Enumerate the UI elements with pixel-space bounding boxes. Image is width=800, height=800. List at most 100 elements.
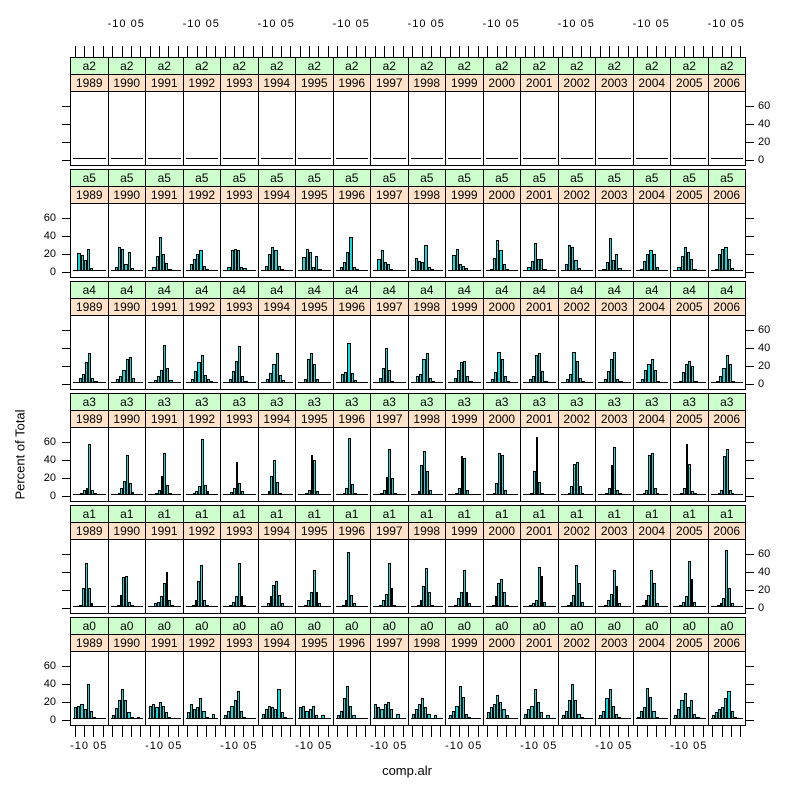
histogram-bar bbox=[422, 586, 426, 607]
y-axis-tick bbox=[62, 460, 70, 461]
histogram-bar bbox=[381, 367, 385, 383]
x-axis-tick bbox=[515, 46, 517, 57]
histogram-panel bbox=[296, 651, 334, 726]
histogram-bar bbox=[111, 715, 115, 719]
histogram-bar bbox=[124, 700, 128, 719]
histogram-panel bbox=[108, 203, 146, 278]
histogram-bar bbox=[648, 454, 651, 495]
histogram-panel bbox=[108, 427, 146, 502]
histogram-bar bbox=[694, 493, 697, 495]
x-axis-tick-label: -10 05 bbox=[145, 740, 183, 752]
x-axis-tick bbox=[730, 46, 732, 57]
strip-year-cell: 1996 bbox=[333, 186, 371, 203]
strip-year-cell: 1998 bbox=[408, 634, 446, 651]
histogram-bar bbox=[497, 351, 501, 383]
histogram-bar bbox=[241, 375, 245, 383]
histogram-bar bbox=[154, 603, 158, 607]
histogram-bar bbox=[716, 381, 720, 383]
histogram-bar bbox=[315, 591, 319, 607]
histogram-bar bbox=[581, 381, 586, 383]
histogram-bar bbox=[465, 591, 469, 607]
histogram-bar bbox=[527, 267, 531, 271]
histogram-bar bbox=[155, 493, 158, 495]
x-axis-tick bbox=[430, 46, 432, 57]
x-axis-tick bbox=[459, 726, 461, 737]
histogram-bar bbox=[571, 246, 575, 271]
strip-variable-cell: a1 bbox=[71, 505, 109, 522]
histogram-bar bbox=[575, 461, 579, 495]
x-axis-tick bbox=[702, 726, 704, 737]
strip-year-cell: 1998 bbox=[408, 410, 446, 427]
strip-year-cell: 1992 bbox=[183, 186, 221, 203]
y-axis-tick bbox=[746, 608, 754, 609]
histogram-bar bbox=[457, 487, 461, 495]
histogram-bar bbox=[306, 358, 310, 383]
histogram-bar bbox=[80, 493, 83, 495]
x-axis-tick bbox=[562, 726, 564, 737]
y-axis-tick bbox=[62, 572, 70, 573]
histogram-bar bbox=[118, 246, 122, 271]
histogram-bar bbox=[160, 476, 164, 495]
strip-variable-cell: a0 bbox=[371, 617, 409, 634]
histogram-bar bbox=[500, 579, 503, 607]
strip-variable-cell: a3 bbox=[408, 393, 446, 410]
y-axis-tick-label: 40 bbox=[43, 454, 56, 466]
histogram-panel bbox=[333, 651, 371, 726]
x-axis-tick bbox=[140, 46, 142, 57]
histogram-bar bbox=[121, 689, 125, 719]
histogram-bar bbox=[682, 601, 685, 607]
histogram-bar bbox=[314, 715, 319, 719]
histogram-bar bbox=[379, 605, 383, 607]
strip-variable-cell: a2 bbox=[371, 57, 409, 74]
histogram-bar bbox=[691, 365, 695, 383]
histogram-bar bbox=[158, 701, 162, 719]
x-axis-tick bbox=[224, 46, 226, 57]
strip-variable-cell: a0 bbox=[633, 617, 671, 634]
x-axis-tick bbox=[318, 726, 320, 737]
histogram-bar bbox=[318, 269, 322, 271]
histogram-bar bbox=[269, 373, 273, 383]
histogram-bar bbox=[116, 379, 120, 383]
histogram-bar bbox=[530, 705, 534, 719]
y-axis-tick-label: 40 bbox=[43, 230, 56, 242]
histogram-bar bbox=[461, 265, 466, 271]
strip-variable-cell: a1 bbox=[296, 505, 334, 522]
histogram-bar bbox=[730, 268, 734, 271]
histogram-bar bbox=[353, 603, 356, 607]
histogram-bar bbox=[611, 705, 615, 719]
zero-baseline bbox=[148, 158, 181, 159]
histogram-bar bbox=[493, 257, 497, 271]
histogram-bar bbox=[231, 371, 235, 383]
histogram-bar bbox=[283, 717, 287, 719]
histogram-bar bbox=[433, 715, 437, 719]
histogram-bar bbox=[86, 683, 90, 719]
x-axis-tick bbox=[571, 726, 573, 737]
strip-year-cell: 2001 bbox=[521, 634, 559, 651]
histogram-bar bbox=[122, 369, 126, 383]
strip-variable-cell: a3 bbox=[221, 393, 259, 410]
strip-year-cell: 1999 bbox=[446, 74, 484, 91]
histogram-bar bbox=[611, 260, 616, 271]
x-axis-tick bbox=[496, 46, 498, 57]
histogram-bar bbox=[391, 381, 395, 383]
histogram-bar bbox=[203, 599, 206, 607]
strip-year-cell: 2004 bbox=[633, 74, 671, 91]
histogram-bar bbox=[117, 493, 121, 495]
row-group-a5: a5 a5 a5 a5 a5 a5 a5 a5 a5 a5 a5 a5 a5 a5 a5 a5 a5 a5 1989… bbox=[70, 169, 746, 278]
histogram-bar bbox=[267, 491, 271, 495]
histogram-panel bbox=[296, 91, 334, 166]
histogram-bar bbox=[280, 269, 284, 271]
histogram-bar bbox=[649, 250, 653, 271]
histogram-panel bbox=[596, 203, 634, 278]
panel-row bbox=[70, 315, 746, 390]
histogram-bar bbox=[155, 707, 159, 719]
histogram-bar bbox=[580, 601, 584, 607]
strip-year-cell: 1993 bbox=[221, 298, 259, 315]
strip-variable-cell: a1 bbox=[108, 505, 146, 522]
histogram-bar bbox=[730, 603, 734, 607]
histogram-bar bbox=[307, 599, 310, 607]
zero-baseline bbox=[523, 158, 556, 159]
histogram-bar bbox=[459, 362, 464, 383]
histogram-bar bbox=[524, 713, 528, 719]
strip-variable-cell: a4 bbox=[408, 281, 446, 298]
